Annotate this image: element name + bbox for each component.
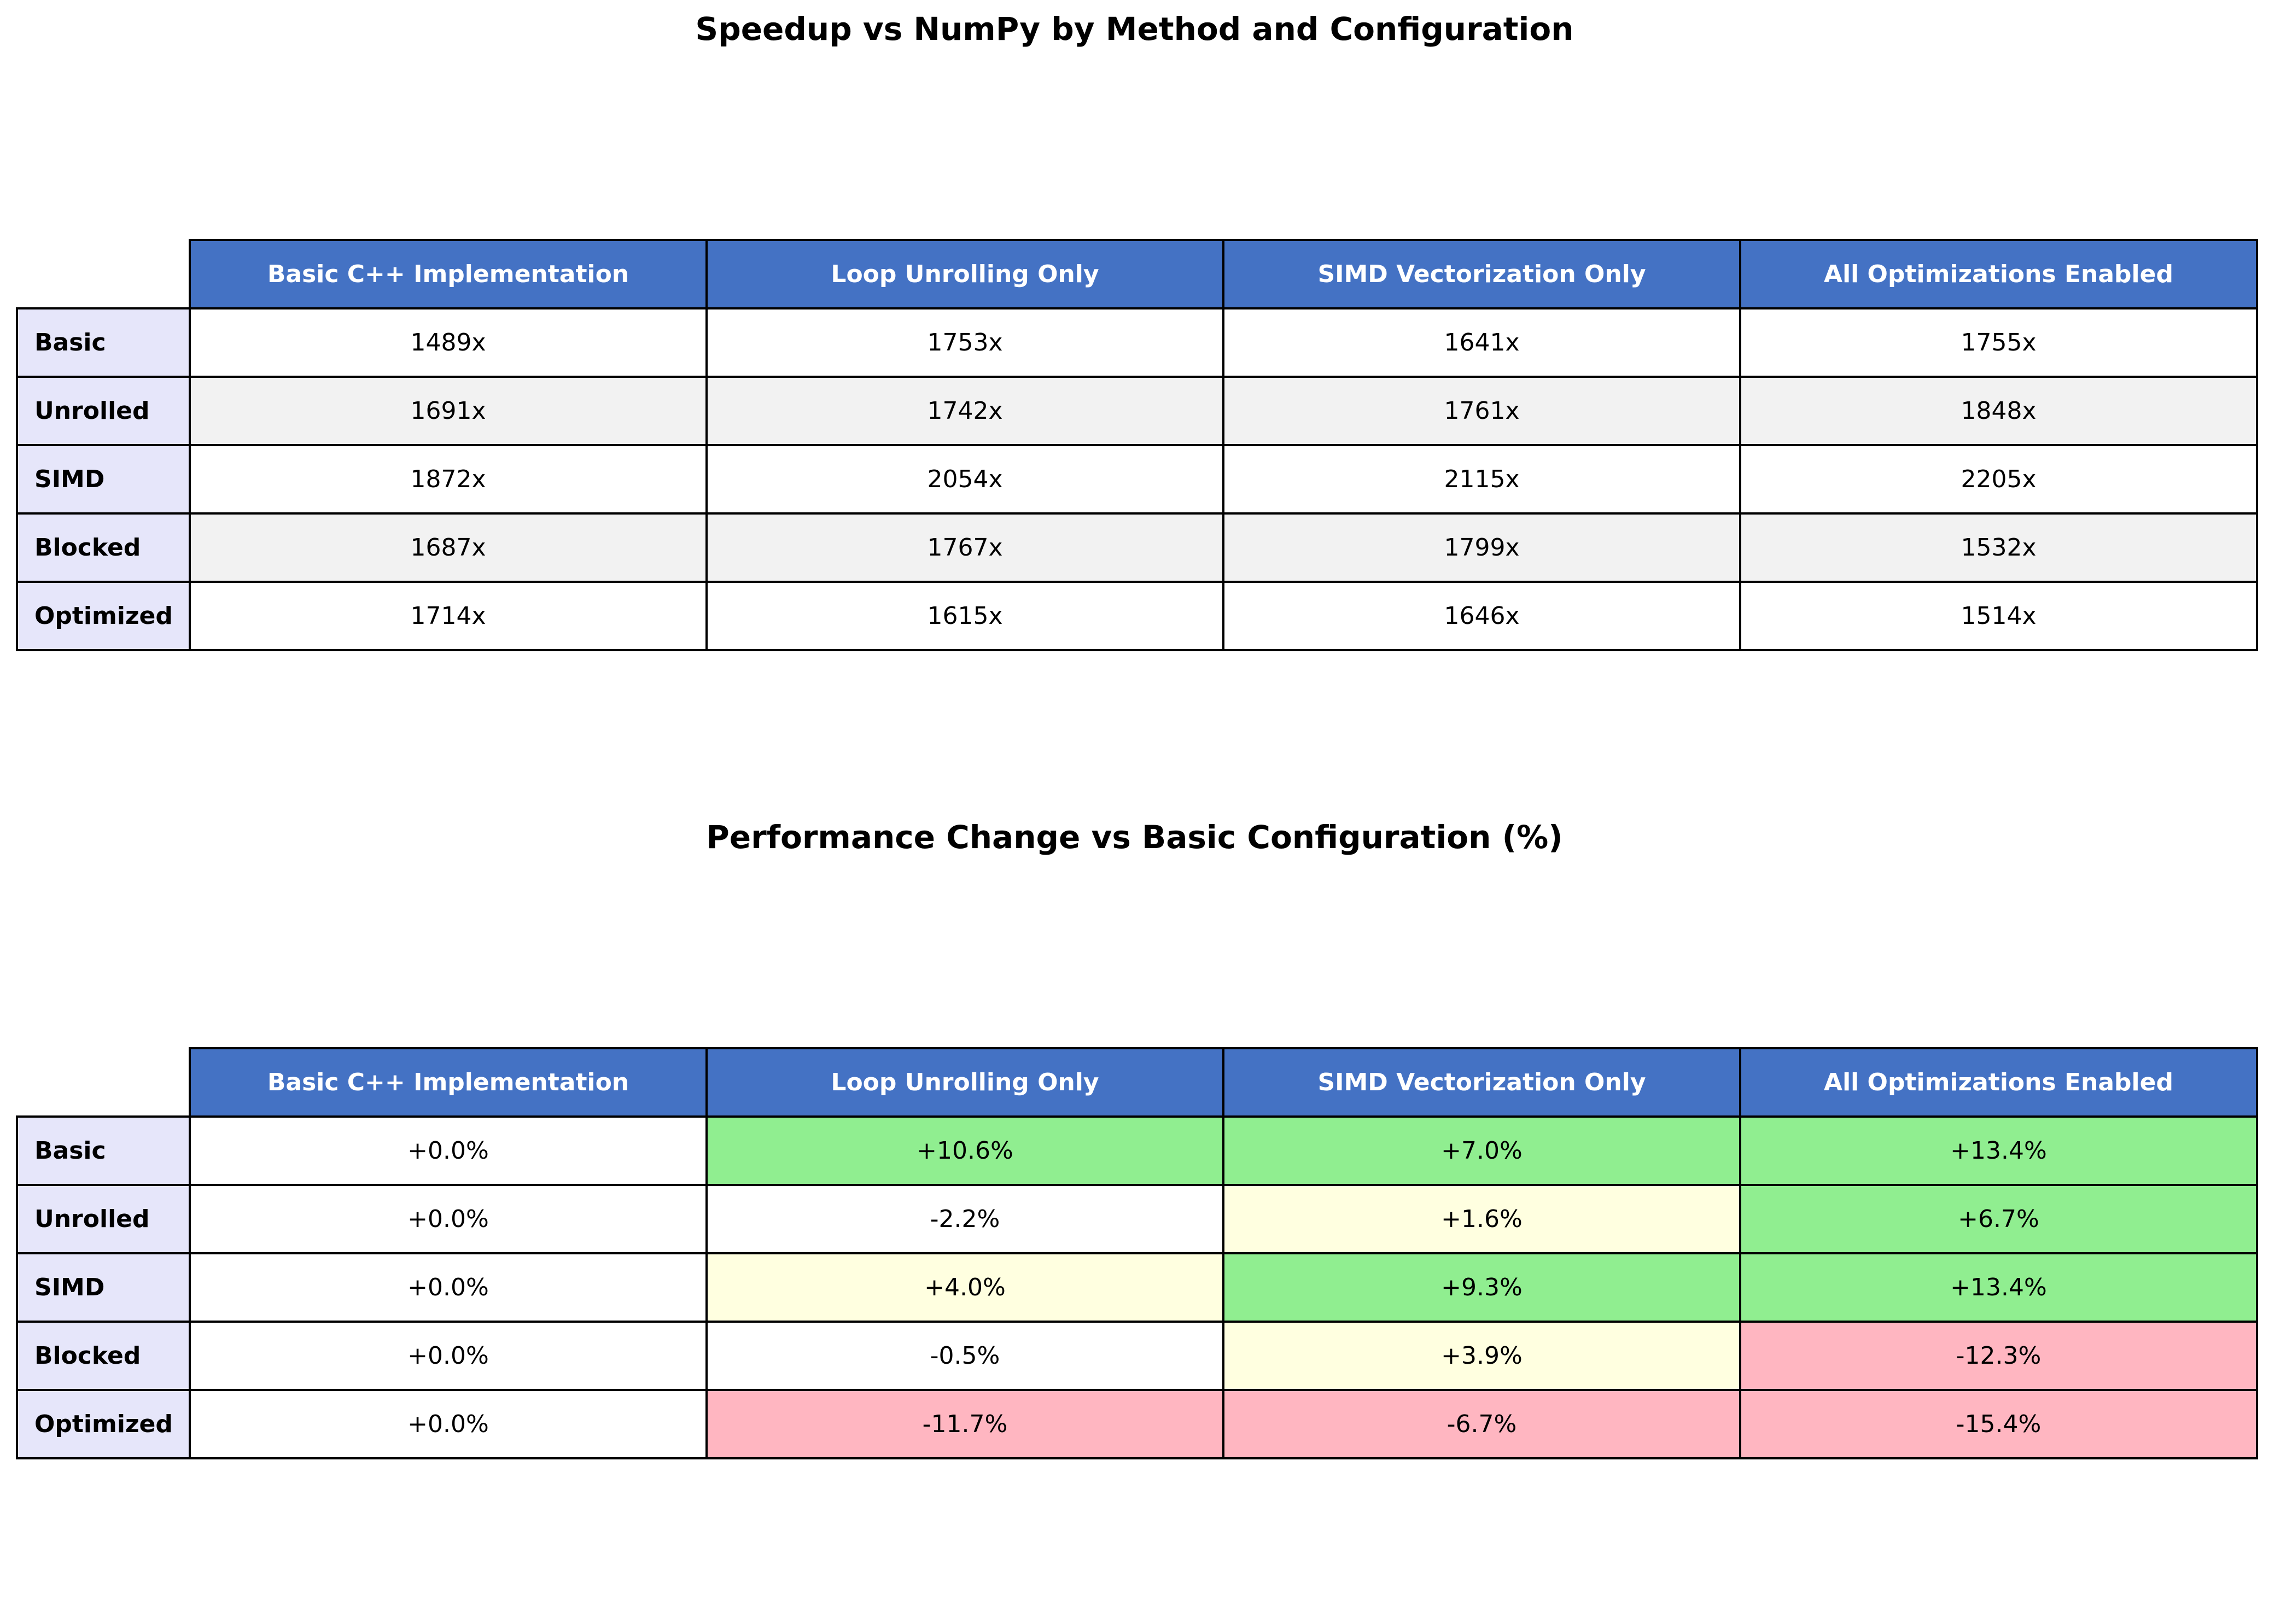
cell-unrolled-basic-c-implementation: +0.0% — [189, 1184, 708, 1254]
table-row-basic: Basic 1489x 1753x 1641x 1755x — [16, 307, 2258, 378]
cell-simd-loop-unrolling-only: 2054x — [705, 444, 1224, 515]
cell-basic-basic-c-implementation: +0.0% — [189, 1115, 708, 1186]
cell-blocked-basic-c-implementation: 1687x — [189, 512, 708, 583]
speedup-table-title: Speedup vs NumPy by Method and Configura… — [695, 10, 1574, 48]
cell-simd-loop-unrolling-only: +4.0% — [705, 1252, 1224, 1323]
cell-blocked-all-optimizations-enabled: 1532x — [1739, 512, 2258, 583]
cell-unrolled-simd-vectorization-only: +1.6% — [1222, 1184, 1741, 1254]
column-header-loop-unrolling-only: Loop Unrolling Only — [705, 1047, 1224, 1118]
cell-unrolled-basic-c-implementation: 1691x — [189, 376, 708, 446]
cell-blocked-all-optimizations-enabled: -12.3% — [1739, 1321, 2258, 1391]
cell-blocked-loop-unrolling-only: 1767x — [705, 512, 1224, 583]
row-label-basic: Basic — [16, 1115, 191, 1186]
header-row: Basic C++ Implementation Loop Unrolling O… — [17, 239, 2258, 309]
table-row-unrolled: Unrolled 1691x 1742x 1761x 1848x — [16, 376, 2258, 446]
column-header-simd-vectorization-only: SIMD Vectorization Only — [1222, 1047, 1741, 1118]
column-header-basic-c-implementation: Basic C++ Implementation — [189, 1047, 708, 1118]
corner-cell — [17, 240, 190, 308]
cell-optimized-simd-vectorization-only: 1646x — [1222, 581, 1741, 651]
column-header-all-optimizations-enabled: All Optimizations Enabled — [1739, 1047, 2258, 1118]
cell-basic-loop-unrolling-only: +10.6% — [705, 1115, 1224, 1186]
cell-basic-simd-vectorization-only: +7.0% — [1222, 1115, 1741, 1186]
performance-change-table: Basic C++ Implementation Loop Unrolling O… — [16, 1047, 2258, 1459]
table-row-optimized: Optimized +0.0% -11.7% -6.7% -15.4% — [16, 1389, 2258, 1459]
row-label-basic: Basic — [16, 307, 191, 378]
cell-unrolled-all-optimizations-enabled: +6.7% — [1739, 1184, 2258, 1254]
row-label-unrolled: Unrolled — [16, 376, 191, 446]
row-label-optimized: Optimized — [16, 1389, 191, 1459]
cell-simd-basic-c-implementation: 1872x — [189, 444, 708, 515]
table-row-basic: Basic +0.0% +10.6% +7.0% +13.4% — [16, 1115, 2258, 1186]
column-header-all-optimizations-enabled: All Optimizations Enabled — [1739, 239, 2258, 309]
cell-basic-simd-vectorization-only: 1641x — [1222, 307, 1741, 378]
cell-simd-simd-vectorization-only: 2115x — [1222, 444, 1741, 515]
row-label-simd: SIMD — [16, 444, 191, 515]
cell-unrolled-simd-vectorization-only: 1761x — [1222, 376, 1741, 446]
cell-simd-all-optimizations-enabled: +13.4% — [1739, 1252, 2258, 1323]
cell-optimized-loop-unrolling-only: -11.7% — [705, 1389, 1224, 1459]
table-row-blocked: Blocked 1687x 1767x 1799x 1532x — [16, 512, 2258, 583]
column-header-basic-c-implementation: Basic C++ Implementation — [189, 239, 708, 309]
table-row-unrolled: Unrolled +0.0% -2.2% +1.6% +6.7% — [16, 1184, 2258, 1254]
cell-unrolled-loop-unrolling-only: -2.2% — [705, 1184, 1224, 1254]
cell-simd-all-optimizations-enabled: 2205x — [1739, 444, 2258, 515]
cell-optimized-loop-unrolling-only: 1615x — [705, 581, 1224, 651]
column-header-loop-unrolling-only: Loop Unrolling Only — [705, 239, 1224, 309]
row-label-optimized: Optimized — [16, 581, 191, 651]
cell-basic-loop-unrolling-only: 1753x — [705, 307, 1224, 378]
cell-basic-all-optimizations-enabled: 1755x — [1739, 307, 2258, 378]
performance-change-table-title: Performance Change vs Basic Configuratio… — [706, 819, 1563, 856]
row-label-blocked: Blocked — [16, 1321, 191, 1391]
cell-blocked-simd-vectorization-only: 1799x — [1222, 512, 1741, 583]
cell-optimized-all-optimizations-enabled: -15.4% — [1739, 1389, 2258, 1459]
speedup-table: Basic C++ Implementation Loop Unrolling O… — [16, 239, 2258, 651]
table-row-optimized: Optimized 1714x 1615x 1646x 1514x — [16, 581, 2258, 651]
table-row-blocked: Blocked +0.0% -0.5% +3.9% -12.3% — [16, 1321, 2258, 1391]
cell-simd-basic-c-implementation: +0.0% — [189, 1252, 708, 1323]
cell-optimized-basic-c-implementation: 1714x — [189, 581, 708, 651]
corner-cell — [17, 1048, 190, 1117]
cell-unrolled-loop-unrolling-only: 1742x — [705, 376, 1224, 446]
cell-blocked-basic-c-implementation: +0.0% — [189, 1321, 708, 1391]
cell-basic-basic-c-implementation: 1489x — [189, 307, 708, 378]
row-label-simd: SIMD — [16, 1252, 191, 1323]
header-row: Basic C++ Implementation Loop Unrolling O… — [17, 1047, 2258, 1118]
cell-blocked-loop-unrolling-only: -0.5% — [705, 1321, 1224, 1391]
column-header-simd-vectorization-only: SIMD Vectorization Only — [1222, 239, 1741, 309]
cell-basic-all-optimizations-enabled: +13.4% — [1739, 1115, 2258, 1186]
table-row-simd: SIMD +0.0% +4.0% +9.3% +13.4% — [16, 1252, 2258, 1323]
table-row-simd: SIMD 1872x 2054x 2115x 2205x — [16, 444, 2258, 515]
cell-optimized-all-optimizations-enabled: 1514x — [1739, 581, 2258, 651]
cell-simd-simd-vectorization-only: +9.3% — [1222, 1252, 1741, 1323]
cell-unrolled-all-optimizations-enabled: 1848x — [1739, 376, 2258, 446]
row-label-unrolled: Unrolled — [16, 1184, 191, 1254]
cell-optimized-simd-vectorization-only: -6.7% — [1222, 1389, 1741, 1459]
row-label-blocked: Blocked — [16, 512, 191, 583]
cell-blocked-simd-vectorization-only: +3.9% — [1222, 1321, 1741, 1391]
cell-optimized-basic-c-implementation: +0.0% — [189, 1389, 708, 1459]
